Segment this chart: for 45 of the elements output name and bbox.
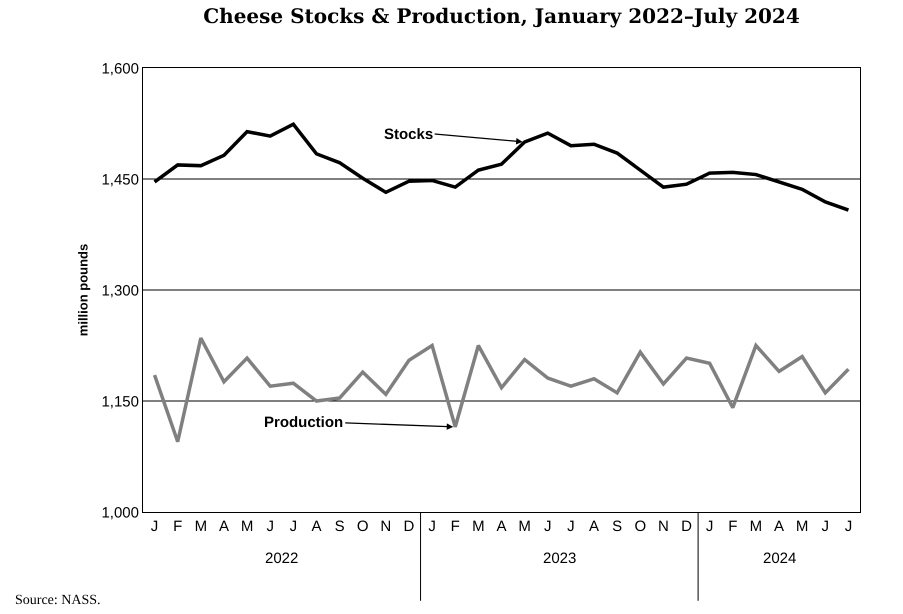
x-tick-label: S [612,518,622,535]
x-tick-label: N [658,518,669,535]
text: 2022 [265,550,298,567]
x-tick-label: D [404,518,415,535]
x-tick-label: F [173,518,182,535]
x-tick-label: A [496,518,507,535]
series-label: Production [264,414,344,431]
x-tick-label: A [589,518,600,535]
x-tick-label: M [518,518,531,535]
line-series [152,336,850,444]
text: Stocks [384,126,434,143]
x-tick-label: A [218,518,229,535]
x-tick-label: O [356,518,369,535]
x-tick-label: J [706,518,714,535]
y-tick-label: 1,000 [101,504,139,522]
x-tick-label: N [380,518,392,535]
x-tick-label: M [472,518,485,535]
y-tick-label: 1,150 [101,393,139,410]
y-tick-label: 1,600 [101,60,139,78]
x-tick-label: F [728,518,738,535]
x-tick-label: J [290,518,298,535]
x-tick-label: J [544,518,552,535]
x-tick-label: J [567,518,575,535]
chart-title: Cheese Stocks & Production, January 2022–July 2024 [203,4,800,28]
y-tick-label: 1,450 [101,171,139,188]
x-tick-label: J [150,518,158,535]
x-tick-label: J [266,518,274,535]
x-tick-label: J [844,518,852,535]
x-tick-label: D [681,518,692,535]
x-tick-label: A [311,518,322,535]
y-tick-label: 1,300 [101,282,139,300]
x-tick-label: M [240,518,254,535]
text: 2023 [543,550,576,567]
source-note: Source: NASS. [15,593,101,608]
x-tick-label: M [796,518,808,535]
x-tick-label: S [334,518,345,535]
x-tick-label: J [822,518,830,535]
x-tick-label: M [194,518,208,535]
x-tick-label: F [450,518,460,535]
x-tick-label: J [428,518,436,535]
x-tick-label: O [634,518,646,535]
x-tick-label: A [774,518,784,535]
x-tick-label: M [750,518,762,535]
text: 2024 [763,550,796,567]
y-axis-title: million pounds [75,244,90,336]
